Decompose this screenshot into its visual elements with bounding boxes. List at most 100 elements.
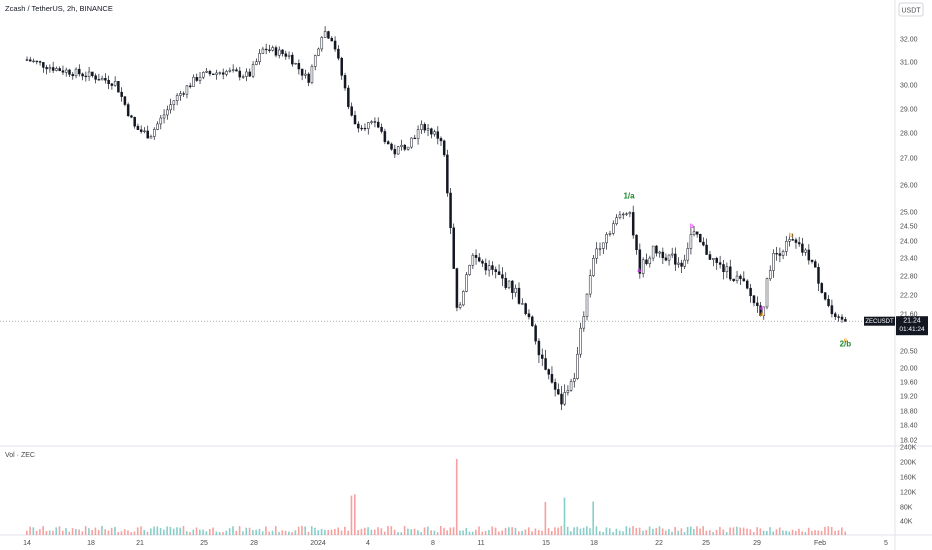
price-tick-label: 31.00 [900,60,918,67]
time-axis[interactable]: 14 18 21 25 28 2024 4 8 11 15 18 22 25 29 Feb 5 [23,540,888,547]
volume-bar [652,528,654,535]
volume-bar [622,531,624,535]
volume-bar [189,532,191,535]
volume-bar [452,527,455,535]
candle-body [211,73,215,75]
candle-body [195,77,199,81]
volume-bar [788,531,791,535]
candle-body [625,213,628,215]
volume-bar [407,528,409,535]
volume-label: Vol · ZEC [5,452,35,459]
volume-bar [547,528,550,535]
volume-bar [166,526,168,535]
volume-bar [258,528,261,535]
volume-bar [804,532,807,535]
price-tick-label: 23.40 [900,256,918,263]
time-tick-label: 14 [23,540,31,547]
volume-bar [172,528,175,535]
candle-body [602,242,605,249]
candle-body [474,255,478,258]
candle-body [501,274,504,279]
candle-body [517,287,521,304]
volume-bar [632,526,634,535]
volume-bar [149,528,152,535]
candle-body [712,257,715,260]
candle-body [576,353,579,379]
volume-axis: 240K 200K 160K 120K 80K 40K [900,445,917,526]
volume-bar [794,530,797,535]
volume-bar [439,525,442,535]
volume-bar [696,526,698,535]
volume-bar [84,526,87,535]
volume-bar [746,528,748,535]
volume-bar [350,495,353,535]
candle-body [383,131,387,142]
volume-bar [712,531,714,535]
candle-body [413,137,417,140]
currency-button[interactable] [898,2,924,17]
volume-bar [430,530,432,535]
volume-bar [337,527,339,535]
volume-bar [459,530,461,535]
volume-bar [222,532,224,535]
candle-body [830,305,834,315]
volume-bar [169,526,172,535]
volume-bar [534,528,537,535]
candle-body [353,115,357,125]
price-badge-countdown: 01:41:24 [899,326,925,333]
volume-bar [327,530,330,535]
candle-body [251,64,255,77]
volume-bar [589,528,591,535]
volume-bar [471,531,474,535]
volume-bar [824,526,826,535]
volume-bar [281,530,284,535]
candle-body [185,85,189,95]
candle-body [615,217,618,225]
volume-bar [427,526,429,535]
price-tick-label: 22.80 [900,274,918,281]
volume-bar [762,530,765,535]
candle-body [705,244,708,255]
volume-bar [91,529,93,535]
candle-body [612,223,615,234]
volume-bar [373,529,376,535]
candle-body [514,287,517,293]
candle-body [87,71,91,77]
volume-bar [48,530,51,535]
candle-body [166,109,169,116]
candle-body [797,242,801,245]
volume-bar [674,527,676,535]
candle-body [749,287,752,296]
volume-bar [360,528,363,535]
candle-body [110,83,114,86]
candle-body [579,327,582,355]
volume-bar [491,526,494,535]
volume-bar [97,529,100,535]
candle-body [430,128,433,135]
candle-body [752,295,756,304]
volume-bar [494,527,497,535]
chart-title: Zcash / TetherUS, 2h, BINANCE [5,4,113,13]
candle-body [641,259,645,274]
volume-bar [563,497,566,535]
candle-body [521,303,524,305]
volume-bar [238,526,241,535]
volume-bar [130,532,133,535]
candle-body [635,234,638,251]
candle-body [91,71,94,76]
candle-body [264,48,268,51]
price-tick-label: 19.60 [900,380,918,387]
candle-body [497,271,501,275]
candle-body [221,72,225,75]
candle-body [400,144,403,147]
candle-body [608,233,612,235]
volume-bar [739,527,742,535]
candle-body [104,77,107,81]
candle-body [113,81,117,86]
candle-body [621,213,625,216]
candle-body [179,93,182,96]
candle-body [592,257,595,276]
candle-body [55,68,58,71]
